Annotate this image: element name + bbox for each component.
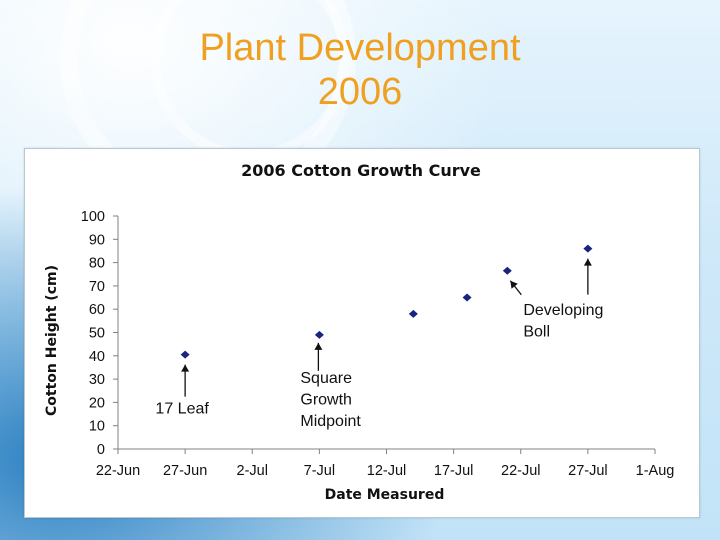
x-tick-label: 17-Jul	[434, 463, 474, 479]
arrow-head	[510, 280, 518, 289]
y-tick-label: 0	[97, 442, 105, 458]
data-point	[462, 293, 472, 302]
x-tick-label: 22-Jun	[96, 463, 140, 479]
data-point	[502, 266, 512, 275]
slide-title: Plant Development 2006	[0, 26, 720, 114]
annotation-developing-boll: Boll	[523, 323, 550, 340]
slide-title-line2: 2006	[317, 71, 403, 113]
y-tick-label: 20	[89, 395, 105, 411]
x-tick-label: 27-Jul	[568, 463, 608, 479]
y-tick-label: 100	[81, 209, 105, 225]
y-axis-title: Cotton Height (cm)	[44, 265, 60, 416]
data-point	[408, 309, 418, 318]
annotation-17-leaf: 17 Leaf	[155, 401, 209, 418]
annotation-square-growth: Square	[300, 370, 352, 387]
y-tick-label: 70	[89, 279, 105, 295]
y-tick-label: 80	[89, 256, 105, 272]
x-tick-label: 22-Jul	[501, 463, 541, 479]
chart-panel: 2006 Cotton Growth Curve 0 10 20 30 40 50 60 70 8…	[24, 148, 700, 518]
y-tick-label: 30	[89, 372, 105, 388]
x-tick-label: 1-Aug	[636, 463, 675, 479]
growth-curve-chart: 2006 Cotton Growth Curve 0 10 20 30 40 50 60 70 8…	[44, 161, 675, 503]
slide-title-line1: Plant Development	[199, 27, 521, 69]
x-tick-label: 27-Jun	[163, 463, 207, 479]
annotation-square-growth: Midpoint	[300, 413, 361, 430]
annotation-developing-boll: Developing	[523, 302, 603, 319]
data-point	[314, 330, 324, 339]
y-tick-label: 50	[89, 326, 105, 342]
chart-title: 2006 Cotton Growth Curve	[241, 161, 481, 180]
x-tick-label: 7-Jul	[304, 463, 335, 479]
y-tick-label: 10	[89, 419, 105, 435]
arrow-head	[314, 342, 323, 350]
arrow-head	[181, 364, 190, 372]
annotation-square-growth: Growth	[300, 391, 352, 408]
x-tick-label: 12-Jul	[367, 463, 407, 479]
y-tick-label: 60	[89, 302, 105, 318]
data-point	[180, 350, 190, 359]
x-tick-label: 2-Jul	[237, 463, 268, 479]
y-tick-label: 90	[89, 232, 105, 248]
x-axis-title: Date Measured	[325, 487, 445, 503]
y-tick-label: 40	[89, 349, 105, 365]
arrow-head	[583, 258, 592, 266]
data-point	[583, 244, 593, 253]
